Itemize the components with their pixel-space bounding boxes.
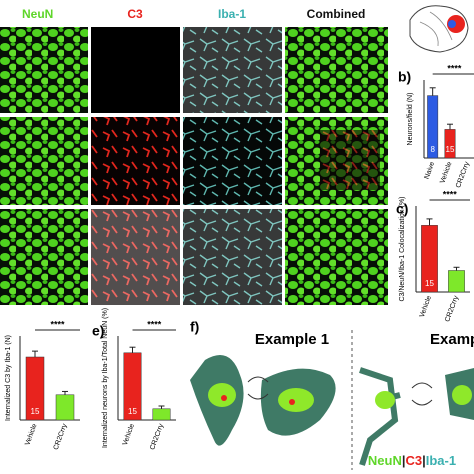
bar bbox=[152, 408, 171, 421]
image bbox=[91, 27, 180, 113]
x-tick-label: CR2Crry bbox=[455, 160, 471, 188]
header-row: NeuN C3 Iba-1 Combined bbox=[22, 7, 365, 21]
panel-label: f) bbox=[190, 319, 199, 335]
legend-entry: NeuN bbox=[368, 453, 402, 468]
column-header: NeuN bbox=[22, 7, 53, 21]
x-tick-label: Vehicle bbox=[122, 423, 136, 447]
x-tick-label: Vehicle bbox=[439, 161, 453, 185]
image bbox=[0, 27, 88, 113]
n-label: 15 bbox=[128, 407, 137, 416]
legend-entry: Iba-1 bbox=[426, 453, 456, 468]
image-overlay bbox=[320, 130, 380, 190]
column-header: Combined bbox=[307, 7, 366, 21]
x-tick-label: Vehicle bbox=[419, 295, 433, 319]
image bbox=[183, 27, 282, 113]
x-tick-label: CR2Crry bbox=[53, 422, 69, 450]
image bbox=[0, 117, 88, 205]
image bbox=[0, 209, 88, 305]
column-header: C3 bbox=[127, 7, 143, 21]
n-label: 8 bbox=[430, 145, 435, 154]
brain-icon bbox=[409, 5, 469, 53]
panel-label: b) bbox=[398, 69, 411, 85]
example-renders: Example 1 Example 2 bbox=[190, 330, 474, 470]
y-axis-label: C3/NeuN/Iba-1 Colocalization (%) bbox=[399, 196, 406, 301]
x-tick-label: CR2Crry bbox=[149, 422, 165, 450]
image bbox=[285, 209, 388, 305]
y-axis-label: Neurons/field (N) bbox=[407, 93, 414, 146]
x-tick-label: Vehicle bbox=[24, 423, 38, 447]
n-label: 15 bbox=[446, 145, 455, 154]
x-tick-label: Naive bbox=[424, 161, 437, 180]
bar bbox=[55, 394, 75, 421]
legend-entry: | bbox=[402, 453, 406, 468]
image bbox=[285, 27, 388, 113]
panel-label: e) bbox=[92, 323, 104, 339]
y-axis-label: Internalized neurons by Iba-1/Total NeuN… bbox=[102, 308, 109, 448]
example-title: Example 2 bbox=[430, 331, 474, 348]
panel-label: c) bbox=[396, 201, 408, 217]
y-axis-label: Internalized C3 by Iba-1 (N) bbox=[5, 335, 12, 421]
column-header: Iba-1 bbox=[218, 7, 246, 21]
example-title: Example 1 bbox=[255, 331, 329, 348]
image bbox=[91, 117, 180, 205]
image bbox=[183, 209, 282, 305]
n-label: 15 bbox=[425, 279, 434, 288]
micrographs bbox=[0, 27, 388, 305]
x-tick-label: CR2Crry bbox=[444, 294, 460, 322]
legend-entry: C3 bbox=[405, 453, 422, 468]
significance: **** bbox=[147, 319, 162, 329]
image bbox=[91, 209, 180, 305]
significance: **** bbox=[50, 319, 65, 329]
legend-entry: | bbox=[422, 453, 426, 468]
significance: **** bbox=[443, 189, 458, 199]
image bbox=[183, 117, 282, 205]
bar bbox=[448, 270, 465, 293]
legend: NeuN|C3|Iba-1 bbox=[368, 453, 456, 468]
significance: **** bbox=[447, 63, 462, 73]
n-label: 15 bbox=[31, 407, 40, 416]
